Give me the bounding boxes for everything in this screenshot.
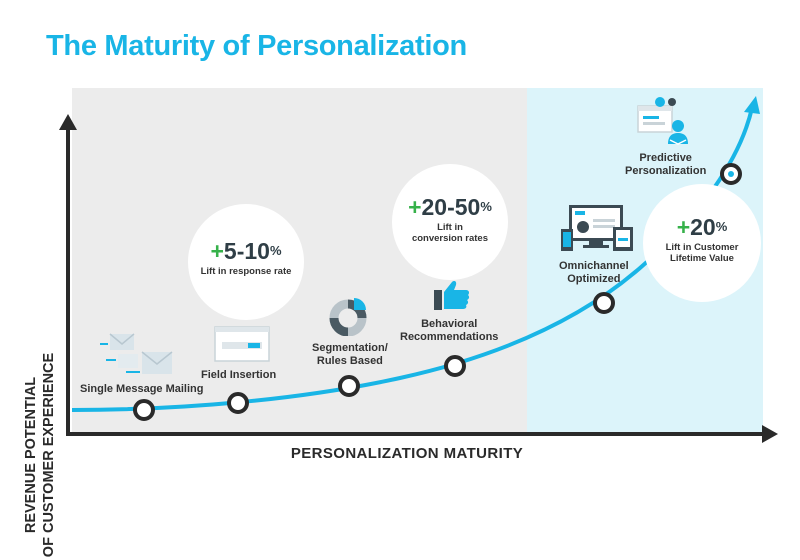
stage-node-3 [338, 375, 360, 397]
devices-icon [561, 203, 635, 258]
lift-bubble-conversion: +20-50% Lift in conversion rates [392, 164, 508, 280]
stage-node-5 [593, 292, 615, 314]
gear-user-icon [634, 96, 692, 151]
form-field-icon [214, 326, 270, 367]
stage-label-behavioral: Behavioral Recommendations [400, 318, 499, 343]
stage-node-2 [227, 392, 249, 414]
y-axis-arrow [59, 114, 77, 130]
page-title: The Maturity of Personalization [46, 30, 467, 62]
stage-node-4 [444, 355, 466, 377]
growth-curve-arrow [744, 96, 760, 114]
stage-label-predictive: Predictive Personalization [625, 152, 707, 177]
x-axis-arrow [762, 425, 778, 443]
stage-node-6-dot [728, 171, 734, 177]
lift-value-conversion: +20-50% [408, 194, 492, 220]
stage-label-omnichannel: Omnichannel Optimized [559, 260, 629, 285]
lift-bubble-response: +5-10% Lift in response rate [188, 204, 304, 320]
lift-bubble-lifetime-value: +20% Lift in Customer Lifetime Value [643, 184, 761, 302]
thumbs-up-icon [432, 278, 472, 317]
stage-label-segmentation: Segmentation/ Rules Based [312, 342, 388, 367]
stage-node-1 [133, 399, 155, 421]
donut-chart-icon [328, 296, 372, 341]
lift-value-lifetime: +20% [676, 214, 728, 240]
x-axis-label: PERSONALIZATION MATURITY [290, 445, 524, 462]
lift-value-response: +5-10% [210, 238, 282, 264]
y-axis-label: REVENUE POTENTIAL OF CUSTOMER EXPERIENCE [23, 352, 57, 558]
stage-label-field-insertion: Field Insertion [201, 369, 277, 381]
stage-label-single-message: Single Message Mailing [80, 383, 204, 395]
envelopes-icon [96, 332, 176, 387]
